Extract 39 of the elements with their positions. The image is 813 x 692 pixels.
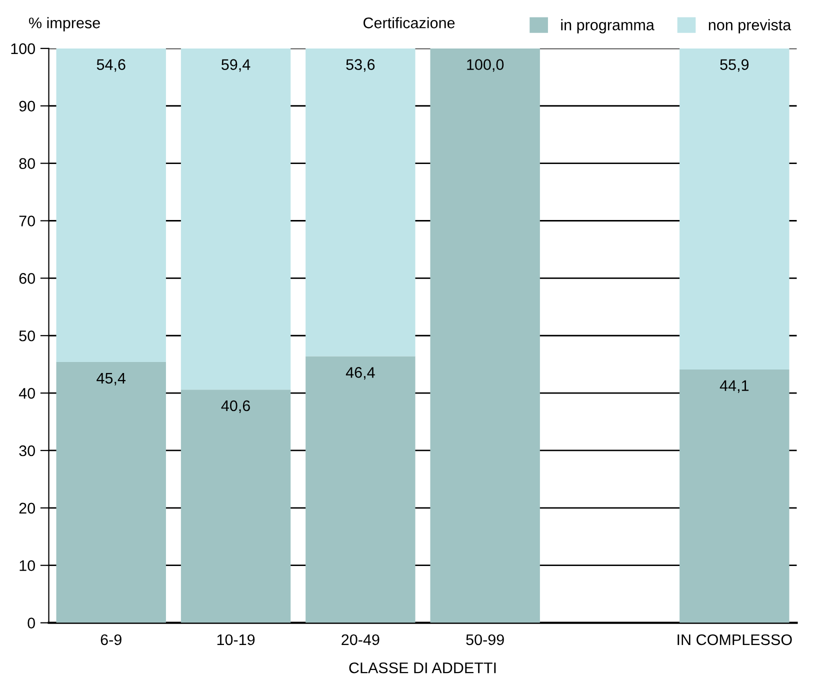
data-label: 40,6 — [221, 400, 250, 413]
bar — [306, 356, 416, 623]
x-tick-label: 6-9 — [100, 634, 122, 646]
data-label: 46,4 — [346, 367, 375, 380]
x-axis-title: CLASSE DI ADDETTI — [349, 662, 496, 674]
y-tick-label: 100 — [11, 43, 35, 54]
data-label: 100,0 — [467, 59, 504, 72]
data-label: 59,4 — [222, 59, 250, 72]
data-label: 53,6 — [346, 59, 375, 72]
bar — [56, 362, 166, 623]
y-tick-label: 60 — [19, 273, 35, 284]
bar — [180, 390, 291, 623]
data-label: 54,6 — [96, 59, 126, 72]
y-axis-title: % imprese — [29, 17, 100, 32]
y-tick-label: 70 — [19, 216, 35, 226]
y-tick-label: 30 — [19, 445, 35, 456]
data-label: 55,9 — [720, 59, 749, 72]
legend-label: in programma — [561, 19, 654, 34]
y-tick-label: 40 — [18, 388, 35, 399]
y-tick-label: 20 — [19, 502, 35, 514]
data-label: 44,1 — [720, 380, 749, 393]
bar — [680, 48, 790, 370]
bar — [430, 48, 540, 623]
x-tick-label: 10-19 — [217, 634, 255, 646]
x-tick-label: 20-49 — [342, 634, 380, 646]
y-tick-label: 50 — [19, 330, 35, 342]
bar — [56, 48, 166, 362]
legend-title: Certificazione — [364, 17, 455, 28]
bar — [180, 48, 291, 390]
y-tick-label: 90 — [19, 100, 35, 112]
legend-label: non prevista — [708, 19, 792, 34]
y-tick-label: 10 — [20, 560, 35, 572]
data-label: 45,4 — [96, 372, 126, 386]
bar — [680, 370, 790, 623]
x-tick-label: 50-99 — [466, 634, 504, 646]
y-tick-label: 0 — [28, 618, 35, 628]
y-tick-label: 80 — [19, 158, 35, 169]
bar — [306, 48, 416, 356]
x-tick-label: IN COMPLESSO — [678, 634, 792, 646]
